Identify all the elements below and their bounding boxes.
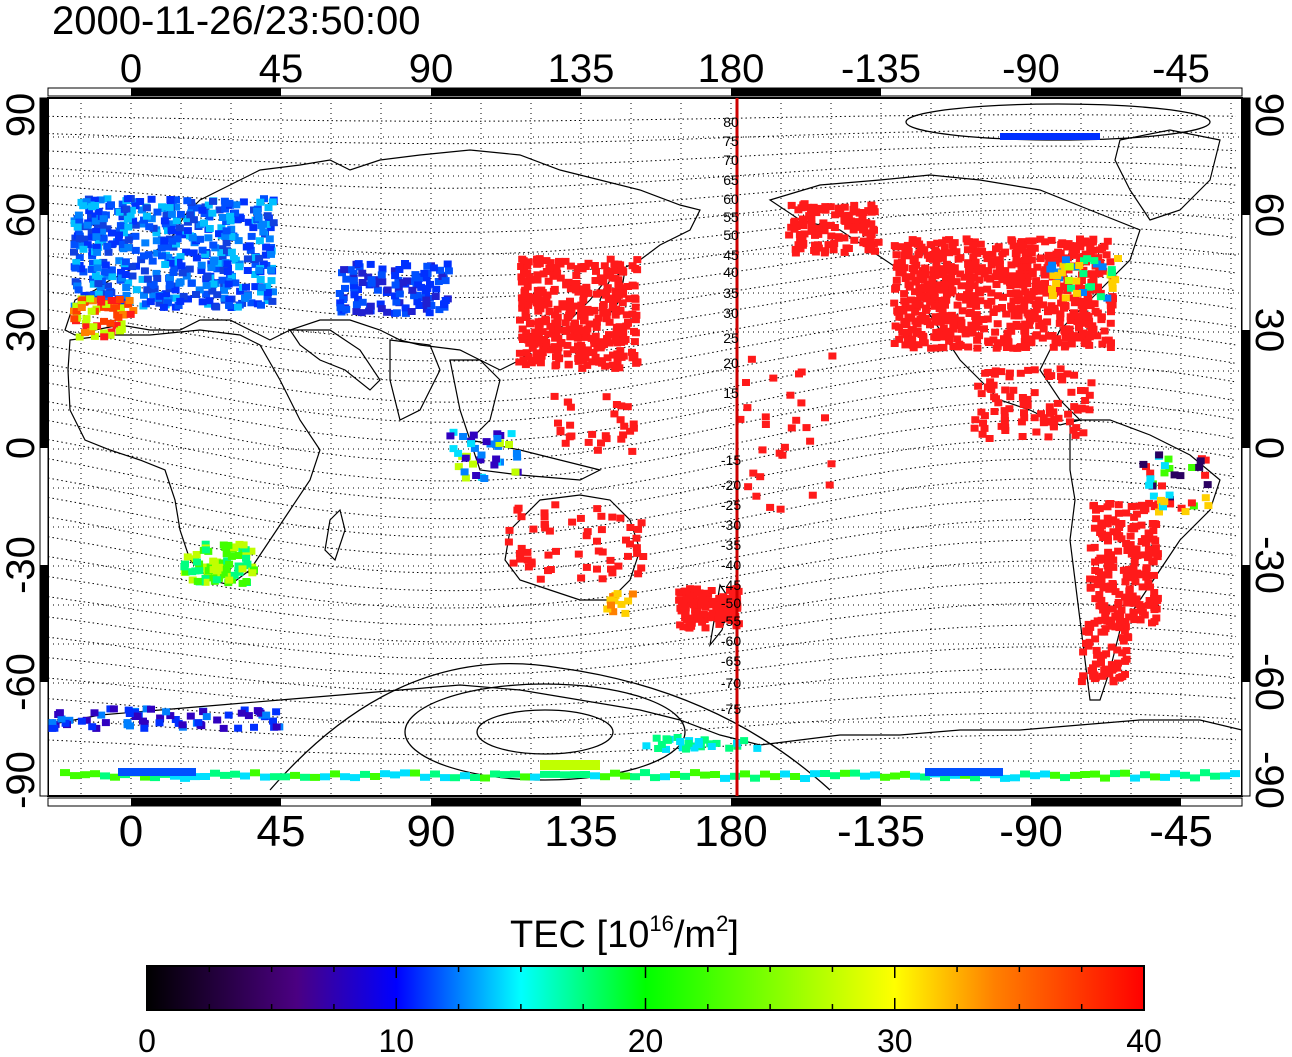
lat-label-right: 30 — [1247, 308, 1291, 353]
colorbar-tick-label: 10 — [378, 1023, 414, 1057]
mlat-label: -55 — [721, 613, 741, 629]
lon-label-bottom: -45 — [1149, 807, 1213, 856]
mlat-label: -15 — [721, 452, 741, 468]
mlat-label: -45 — [721, 577, 741, 593]
lat-label-right: 90 — [1247, 93, 1291, 138]
mlat-label: 20 — [723, 355, 739, 371]
lon-label-top: 135 — [548, 47, 615, 91]
mlat-label: -65 — [721, 653, 741, 669]
lon-label-top: 0 — [120, 47, 142, 91]
lat-label-right: -90 — [1247, 751, 1291, 809]
mlat-label: 55 — [723, 209, 739, 225]
lat-label-left: 30 — [0, 308, 43, 353]
coastlines — [48, 129, 1242, 746]
lon-label-bottom: -90 — [999, 807, 1063, 856]
lat-label-right: 0 — [1247, 437, 1291, 459]
lat-label-left: 90 — [0, 93, 43, 138]
mlat-label: 80 — [723, 114, 739, 130]
colorbar-ticks — [146, 966, 1145, 1010]
colorbar-tick-labels: 0 10 20 30 40 — [138, 1023, 1162, 1057]
colorbar-title: TEC [1016/m2] — [510, 911, 739, 956]
mlat-label: 15 — [723, 385, 739, 401]
longitude-labels-top: 0 45 90 135 180 -135 -90 -45 — [120, 47, 1210, 91]
map-frame — [39, 87, 1251, 807]
lat-label-left: -30 — [0, 536, 43, 594]
lon-label-bottom: 90 — [407, 807, 456, 856]
tec-observations — [48, 133, 1240, 782]
mlat-label: 75 — [723, 133, 739, 149]
lat-label-left: -90 — [0, 751, 43, 809]
lon-label-top: 45 — [259, 47, 304, 91]
mlat-label: -35 — [721, 537, 741, 553]
lat-label-left: 0 — [0, 437, 43, 459]
lon-label-bottom: -135 — [837, 807, 925, 856]
lat-label-left: -60 — [0, 653, 43, 711]
colorbar-tick-label: 0 — [138, 1023, 156, 1057]
colorbar-tick-label: 40 — [1126, 1023, 1162, 1057]
lat-label-right: -30 — [1247, 536, 1291, 594]
lat-label-right: 60 — [1247, 193, 1291, 238]
colorbar-tick-label: 30 — [877, 1023, 913, 1057]
lon-label-bottom: 180 — [694, 807, 767, 856]
lon-label-top: -45 — [1152, 47, 1210, 91]
mlat-label: -40 — [721, 557, 741, 573]
mlat-label: 60 — [723, 191, 739, 207]
lon-label-top: 90 — [409, 47, 454, 91]
lat-label-left: 60 — [0, 193, 43, 238]
mlat-label: 35 — [723, 285, 739, 301]
latitude-labels-left: 90 60 30 0 -30 -60 -90 — [0, 93, 43, 809]
mlat-label: -70 — [721, 675, 741, 691]
mlat-label: 25 — [723, 330, 739, 346]
lat-label-right: -60 — [1247, 653, 1291, 711]
lon-label-top: -90 — [1002, 47, 1060, 91]
lon-label-bottom: 135 — [544, 807, 617, 856]
mlat-label: 65 — [723, 172, 739, 188]
mlat-label: 30 — [723, 305, 739, 321]
mlat-label: -25 — [721, 497, 741, 513]
lon-label-bottom: 0 — [119, 807, 143, 856]
mlat-label: -20 — [721, 477, 741, 493]
mlat-label: -60 — [721, 633, 741, 649]
mlat-label: 50 — [723, 227, 739, 243]
mlat-label: -50 — [721, 595, 741, 611]
lon-label-bottom: 45 — [257, 807, 306, 856]
mlat-label: 70 — [723, 152, 739, 168]
lon-label-top: 180 — [698, 47, 765, 91]
mlat-label: -75 — [721, 701, 741, 717]
mlat-label: 45 — [723, 247, 739, 263]
lon-label-top: -135 — [841, 47, 921, 91]
colorbar-tick-label: 20 — [628, 1023, 664, 1057]
latitude-labels-right: 90 60 30 0 -30 -60 -90 — [1247, 93, 1291, 809]
plot-title: 2000-11-26/23:50:00 — [52, 0, 420, 43]
mlat-label: -30 — [721, 517, 741, 533]
longitude-labels-bottom: 0 45 90 135 180 -135 -90 -45 — [119, 807, 1213, 856]
mlat-label: 40 — [723, 264, 739, 280]
